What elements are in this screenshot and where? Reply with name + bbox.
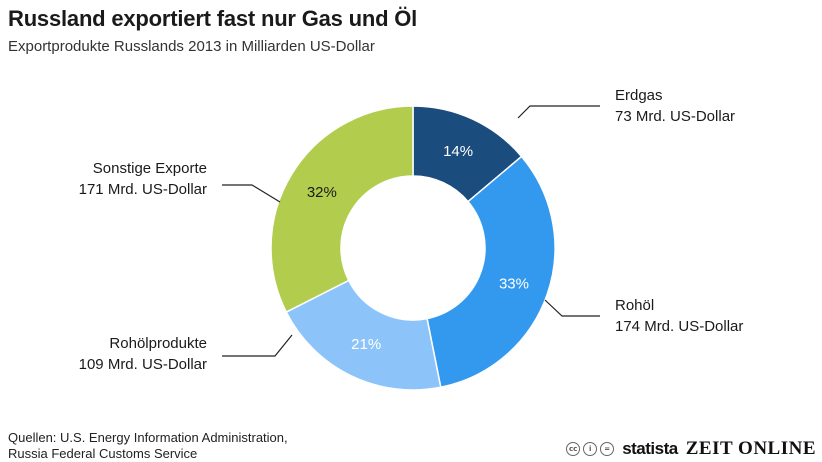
- statista-logo[interactable]: statista: [622, 439, 678, 458]
- slice-value-sonstige-exporte: 171 Mrd. US-Dollar: [79, 181, 207, 198]
- sources-line-2: Russia Federal Customs Service: [8, 446, 198, 461]
- slice-value-roh-l: 174 Mrd. US-Dollar: [615, 318, 743, 335]
- slice-value-erdgas: 73 Mrd. US-Dollar: [615, 108, 735, 125]
- slice-name-roh-l: Rohöl: [615, 297, 654, 314]
- license-icons[interactable]: cc i =: [566, 442, 615, 456]
- slice-name-sonstige-exporte: Sonstige Exporte: [93, 160, 207, 177]
- by-icon: i: [583, 442, 598, 456]
- chart-title: Russland exportiert fast nur Gas und Öl: [8, 6, 418, 31]
- leader-line-erdgas: [517, 105, 600, 119]
- slice-name-erdgas: Erdgas: [615, 87, 663, 104]
- sources: Quellen: U.S. Energy Information Adminis…: [8, 430, 288, 462]
- chart-subtitle: Exportprodukte Russlands 2013 in Milliar…: [8, 38, 375, 55]
- donut-slice-sonstige-exporte[interactable]: [270, 105, 414, 314]
- footer-branding: cc i = statista ZEIT ONLINE: [566, 436, 816, 462]
- leader-line-roh-l: [544, 299, 600, 317]
- zeit-online-logo[interactable]: ZEIT ONLINE: [685, 438, 816, 459]
- donut-slice-roh-lprodukte[interactable]: [285, 279, 442, 391]
- percent-label-roh-l: 33%: [499, 275, 529, 292]
- donut-chart: 14% Erdgas 73 Mrd. US-Dollar 33% Rohöl 174 Mr…: [79, 87, 743, 391]
- percent-label-roh-lprodukte: 21%: [351, 336, 381, 353]
- leader-line-sonstige-exporte: [222, 184, 281, 203]
- donut-slice-roh-l[interactable]: [426, 155, 556, 389]
- slice-name-roh-lprodukte: Rohölprodukte: [109, 335, 207, 352]
- slice-value-roh-lprodukte: 109 Mrd. US-Dollar: [79, 356, 207, 373]
- leader-line-roh-lprodukte: [222, 334, 293, 357]
- cc-icon: cc: [566, 442, 581, 456]
- percent-label-sonstige-exporte: 32%: [307, 184, 337, 201]
- nd-icon: =: [600, 442, 615, 456]
- percent-label-erdgas: 14%: [443, 143, 473, 160]
- sources-line-1: Quellen: U.S. Energy Information Adminis…: [8, 430, 288, 445]
